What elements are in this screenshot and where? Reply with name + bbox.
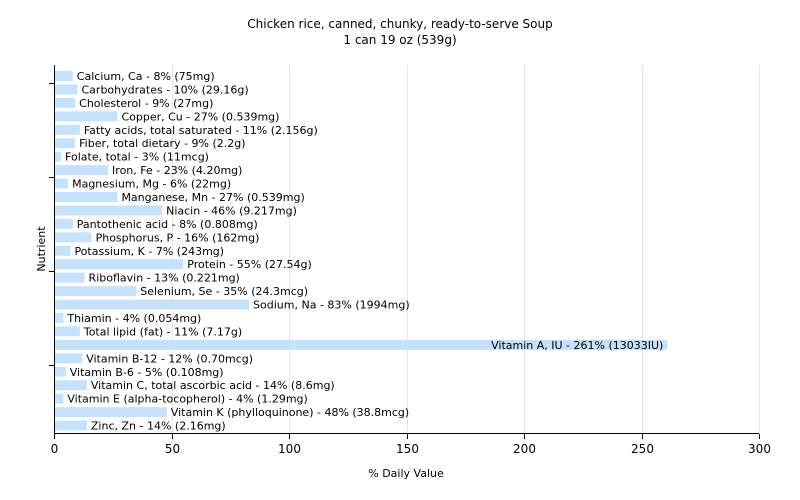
bar-label: Protein - 55% (27.54g) — [187, 258, 312, 271]
bar-label: Riboflavin - 13% (0.221mg) — [89, 272, 240, 285]
bar-label: Phosphorus, P - 16% (162mg) — [96, 231, 260, 244]
bar-label: Total lipid (fat) - 11% (7.17g) — [83, 325, 242, 338]
bar — [55, 366, 66, 377]
bar-label: Zinc, Zn - 14% (2.16mg) — [91, 420, 226, 433]
bar — [55, 218, 73, 229]
bar-label: Iron, Fe - 23% (4.20mg) — [112, 164, 242, 177]
bar-label: Vitamin K (phylloquinone) - 48% (38.8mcg… — [171, 406, 409, 419]
bar — [55, 205, 163, 216]
bar — [55, 178, 69, 189]
bar-label: Vitamin B-12 - 12% (0.70mcg) — [86, 352, 253, 365]
bar — [55, 97, 76, 108]
bar — [55, 286, 137, 297]
bar-label: Copper, Cu - 27% (0.539mg) — [121, 110, 279, 123]
bar — [55, 71, 73, 81]
bar-label: Selenium, Se - 35% (24.3mcg) — [140, 285, 308, 298]
axes — [49, 65, 759, 434]
bar — [55, 393, 64, 404]
x-tick-label: 50 — [165, 442, 180, 456]
x-tick-label: 100 — [278, 442, 301, 456]
chart-title: Chicken rice, canned, chunky, ready-to-s… — [247, 17, 552, 31]
bar-label: Carbohydrates - 10% (29.16g) — [82, 83, 249, 96]
x-ticks: 0 50 100 150 200 250 300 — [51, 434, 771, 456]
bar — [55, 192, 118, 202]
bar — [55, 151, 62, 162]
bar-label: Cholesterol - 9% (27mg) — [79, 97, 213, 110]
x-tick-label: 200 — [513, 442, 536, 456]
bar-label: Sodium, Na - 83% (1994mg) — [253, 299, 410, 312]
y-axis-title: Nutrient — [35, 226, 48, 272]
bar — [55, 259, 184, 270]
bar — [55, 138, 76, 149]
bar — [55, 326, 80, 337]
bar — [55, 111, 118, 122]
bar — [55, 272, 85, 283]
bar-label: Manganese, Mn - 27% (0.539mg) — [121, 191, 304, 204]
bar — [55, 165, 109, 176]
bar-label: Vitamin A, IU - 261% (13033IU) — [491, 339, 663, 352]
bar-label: Folate, total - 3% (11mcg) — [65, 151, 209, 164]
bar-label: Thiamin - 4% (0.054mg) — [66, 312, 201, 325]
bar — [55, 407, 167, 418]
x-tick-label: 300 — [748, 442, 771, 456]
grid-lines — [172, 65, 760, 434]
x-axis-title: % Daily Value — [368, 467, 444, 480]
bar — [55, 245, 71, 256]
bar — [55, 232, 92, 243]
bar — [55, 339, 668, 350]
bar-label: Vitamin E (alpha-tocopherol) - 4% (1.29m… — [67, 393, 307, 406]
bar-label: Magnesium, Mg - 6% (22mg) — [72, 178, 231, 191]
bar-label: Calcium, Ca - 8% (75mg) — [77, 70, 215, 83]
bar — [55, 124, 80, 135]
bars: Calcium, Ca - 8% (75mg)Carbohydrates - 1… — [55, 70, 668, 433]
bar-label: Niacin - 46% (9.217mg) — [166, 204, 297, 217]
bar-label: Vitamin B-6 - 5% (0.108mg) — [70, 366, 224, 379]
bar — [55, 299, 250, 310]
x-tick-label: 0 — [51, 442, 59, 456]
bar — [55, 313, 64, 323]
bar-label: Potassium, K - 7% (243mg) — [74, 245, 224, 258]
x-tick-label: 250 — [631, 442, 654, 456]
chart-subtitle: 1 can 19 oz (539g) — [343, 33, 456, 47]
bar — [55, 380, 87, 391]
bar-label: Fatty acids, total saturated - 11% (2.15… — [84, 124, 318, 137]
bar-label: Fiber, total dietary - 9% (2.2g) — [79, 137, 245, 150]
bar — [55, 84, 78, 95]
bar — [55, 353, 83, 364]
bar-label: Vitamin C, total ascorbic acid - 14% (8.… — [91, 379, 335, 392]
bar — [55, 420, 87, 431]
x-tick-label: 150 — [396, 442, 419, 456]
bar-label: Pantothenic acid - 8% (0.808mg) — [77, 218, 258, 231]
